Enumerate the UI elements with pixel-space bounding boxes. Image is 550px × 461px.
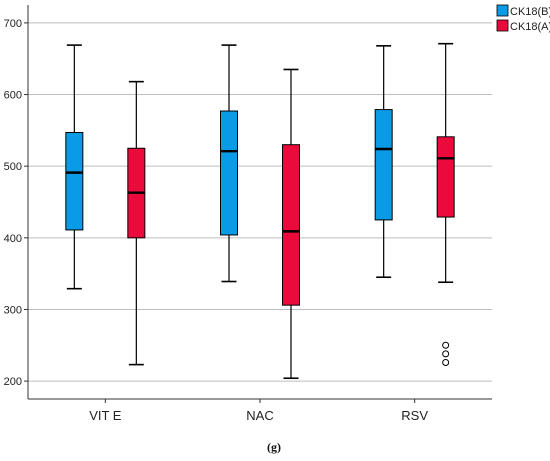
legend-label-series-2: CK18(A) [510, 21, 550, 33]
box-rsv-series-2-iqr-box [436, 136, 455, 218]
legend: CK18(B) CK18(A) [496, 4, 550, 33]
category-label-nac: NAC [246, 408, 273, 423]
box-vit-e-series-1-iqr-box [65, 132, 84, 231]
box-vit-e-series-2 [127, 80, 146, 366]
box-rsv-series-2-outlier-2 [442, 350, 450, 358]
boxes [65, 42, 455, 380]
box-rsv-series-2-outlier-3 [442, 341, 450, 349]
box-nac-series-2-iqr-box [282, 144, 300, 306]
legend-swatch-series-2 [496, 19, 509, 32]
axes [27, 5, 492, 400]
box-vit-e-series-1 [65, 44, 84, 290]
legend-label-series-1: CK18(B) [510, 6, 550, 18]
y-tick-label-700: 700 [4, 18, 22, 30]
y-tick-label-400: 400 [4, 233, 22, 245]
box-nac-series-1 [220, 44, 238, 283]
figure-caption: (g) [267, 440, 281, 454]
category-labels: VIT E NAC RSV [89, 399, 428, 423]
y-tick-label-200: 200 [4, 376, 22, 388]
y-tick-label-300: 300 [4, 304, 22, 316]
y-tick-labels: 200 300 400 500 600 700 [4, 18, 28, 388]
category-label-rsv: RSV [401, 408, 428, 423]
category-label-vit-e: VIT E [89, 408, 122, 423]
y-tick-label-600: 600 [4, 90, 22, 102]
box-rsv-series-1 [374, 45, 393, 279]
box-nac-series-2 [282, 68, 300, 380]
box-rsv-series-2 [436, 42, 455, 366]
box-rsv-series-1-iqr-box [374, 109, 393, 221]
legend-swatch-series-1 [496, 4, 509, 17]
box-nac-series-1-iqr-box [220, 110, 238, 236]
gridlines [28, 22, 492, 382]
box-rsv-series-2-outlier-1 [442, 358, 450, 366]
y-tick-label-500: 500 [4, 161, 22, 173]
